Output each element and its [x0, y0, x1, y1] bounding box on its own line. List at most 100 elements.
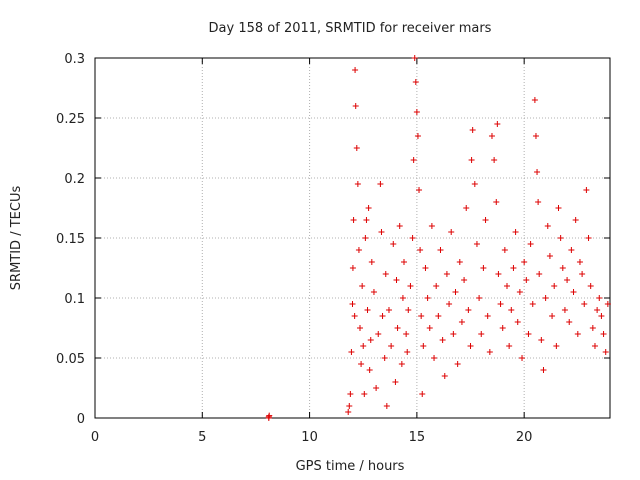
data-point [381, 355, 388, 361]
data-point [536, 271, 543, 277]
data-point [499, 325, 506, 331]
data-point [589, 325, 596, 331]
data-point [398, 361, 405, 367]
y-tick-label: 0.05 [56, 352, 85, 367]
data-point [555, 205, 562, 211]
data-point [604, 301, 611, 307]
data-point [422, 265, 429, 271]
data-point [602, 349, 609, 355]
data-point [348, 349, 355, 355]
x-tick-label: 20 [516, 430, 533, 445]
data-point [596, 295, 603, 301]
data-point [572, 217, 579, 223]
data-point [358, 361, 365, 367]
data-point [416, 187, 423, 193]
x-tick-label: 5 [198, 430, 206, 445]
data-point [516, 289, 523, 295]
data-point [405, 307, 412, 313]
data-point [519, 355, 526, 361]
data-point [377, 181, 384, 187]
data-point [439, 337, 446, 343]
data-point [394, 325, 401, 331]
y-axis-title: SRMTID / TECUs [9, 186, 24, 291]
data-point [396, 223, 403, 229]
data-point [495, 271, 502, 277]
data-point [538, 337, 545, 343]
data-point [525, 331, 532, 337]
data-point [594, 307, 601, 313]
data-point [357, 325, 364, 331]
data-point [407, 283, 414, 289]
data-point [549, 313, 556, 319]
y-tick-label: 0.3 [64, 52, 85, 67]
data-point [448, 229, 455, 235]
data-point [349, 265, 356, 271]
data-point [354, 181, 361, 187]
data-point [366, 367, 373, 373]
data-point [399, 295, 406, 301]
y-tick-label: 0 [77, 412, 85, 427]
data-point [368, 259, 375, 265]
x-tick-label: 10 [301, 430, 318, 445]
data-point [508, 307, 515, 313]
data-point [564, 277, 571, 283]
data-point [363, 217, 370, 223]
data-point [435, 313, 442, 319]
data-point [367, 337, 374, 343]
data-point [388, 343, 395, 349]
data-point [484, 313, 491, 319]
data-point [581, 301, 588, 307]
data-point [362, 235, 369, 241]
data-point [574, 331, 581, 337]
plot-frame [94, 57, 611, 419]
data-point [456, 259, 463, 265]
data-point [476, 295, 483, 301]
data-point [471, 181, 478, 187]
data-point [431, 355, 438, 361]
data-point [568, 247, 575, 253]
y-tick-label: 0.1 [64, 292, 85, 307]
data-point [587, 283, 594, 289]
data-point [512, 229, 519, 235]
grid-lines [95, 58, 610, 418]
data-point [493, 199, 500, 205]
data-point [383, 403, 390, 409]
data-point [535, 199, 542, 205]
data-point [409, 235, 416, 241]
data-point [433, 283, 440, 289]
data-point [461, 277, 468, 283]
data-point [378, 229, 385, 235]
data-point [480, 265, 487, 271]
data-point [412, 79, 419, 85]
data-point [454, 361, 461, 367]
data-point [411, 55, 418, 61]
data-point [600, 331, 607, 337]
data-point [420, 343, 427, 349]
data-point [437, 247, 444, 253]
data-point [352, 103, 359, 109]
data-point [570, 289, 577, 295]
data-point [591, 343, 598, 349]
data-point [497, 301, 504, 307]
data-point [514, 319, 521, 325]
data-point [361, 391, 368, 397]
data-point [417, 247, 424, 253]
x-tick-label: 0 [91, 430, 99, 445]
data-point [576, 259, 583, 265]
data-point [414, 133, 421, 139]
data-point [486, 349, 493, 355]
data-point [410, 157, 417, 163]
data-point [504, 283, 510, 289]
data-point [566, 319, 573, 325]
data-point [370, 289, 377, 295]
data-points [265, 55, 611, 421]
data-point [491, 157, 498, 163]
data-point [392, 379, 399, 385]
data-point [365, 205, 372, 211]
chart-title: Day 158 of 2011, SRMTID for receiver mar… [209, 21, 492, 36]
data-point [360, 343, 367, 349]
data-point [540, 367, 547, 373]
data-point [467, 343, 474, 349]
data-point [353, 145, 360, 151]
